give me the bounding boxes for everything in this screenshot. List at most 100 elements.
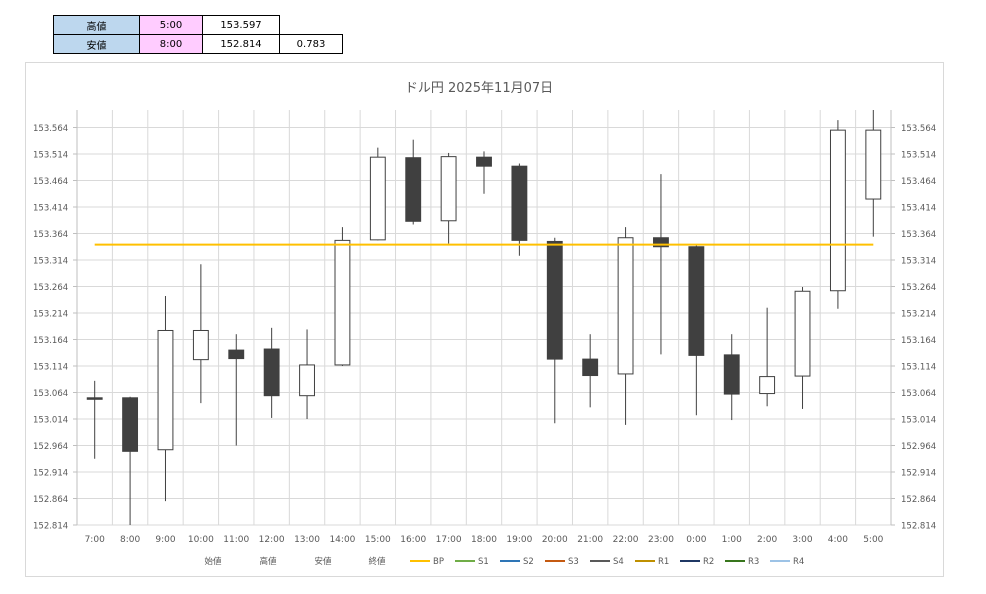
x-tick-label: 21:00 xyxy=(577,535,603,545)
chart-area[interactable] xyxy=(25,62,944,577)
candle-body xyxy=(263,348,280,397)
x-tick-label: 0:00 xyxy=(686,535,706,545)
candle-body xyxy=(157,329,174,451)
grid-lines xyxy=(76,110,892,526)
candle-body xyxy=(865,129,882,200)
x-tick-label: 8:00 xyxy=(120,535,140,545)
high-label: 高値 xyxy=(53,15,140,35)
y-tick-label-right: 153.014 xyxy=(901,415,936,425)
y-tick-label-left: 152.864 xyxy=(33,495,68,505)
x-tick-label: 10:00 xyxy=(188,535,214,545)
y-tick-label-left: 152.964 xyxy=(33,442,68,452)
y-tick-label-left: 153.414 xyxy=(33,203,68,213)
x-tick-label: 22:00 xyxy=(613,535,639,545)
y-tick-label-right: 153.464 xyxy=(901,177,936,187)
y-tick-label-left: 153.214 xyxy=(33,309,68,319)
candle-body xyxy=(228,349,245,360)
x-tick-label: 4:00 xyxy=(828,535,848,545)
y-tick-label-left: 153.314 xyxy=(33,256,68,266)
chart-title: ドル円 2025年11月07日 xyxy=(405,81,553,96)
y-axis-left: 152.814 152.864 152.914 152.964 153.014 153.0… xyxy=(33,110,78,532)
y-tick-label-left: 153.514 xyxy=(33,150,68,160)
x-tick-label: 18:00 xyxy=(471,535,497,545)
x-tick-label: 2:00 xyxy=(757,535,777,545)
legend-label: 安値 xyxy=(314,556,332,567)
legend-label: R4 xyxy=(793,557,804,567)
y-tick-label-right: 153.164 xyxy=(901,336,936,346)
y-tick-label-right: 153.214 xyxy=(901,309,936,319)
legend-label: R1 xyxy=(658,557,669,567)
y-tick-label-right: 153.414 xyxy=(901,203,936,213)
y-tick-label-right: 152.814 xyxy=(901,522,936,532)
y-tick-label-right: 153.564 xyxy=(901,124,936,134)
y-tick-label-left: 153.014 xyxy=(33,415,68,425)
low-label: 安値 xyxy=(53,34,140,54)
y-tick-label-right: 153.364 xyxy=(901,230,936,240)
y-tick-label-left: 153.114 xyxy=(33,362,68,372)
candle-body xyxy=(405,157,422,222)
x-tick-label: 11:00 xyxy=(223,535,249,545)
x-tick-label: 23:00 xyxy=(648,535,674,545)
x-tick-label: 3:00 xyxy=(792,535,812,545)
legend-label: 高値 xyxy=(259,556,277,567)
legend-label: R2 xyxy=(703,557,714,567)
x-tick-label: 15:00 xyxy=(365,535,391,545)
low-value: 152.814 xyxy=(202,34,280,54)
candle-body xyxy=(688,246,705,356)
legend-label: S3 xyxy=(568,557,579,567)
high-time: 5:00 xyxy=(139,15,203,35)
candle-body xyxy=(476,156,492,167)
y-tick-label-right: 153.514 xyxy=(901,150,936,160)
y-tick-label-left: 153.164 xyxy=(33,336,68,346)
candle-body xyxy=(582,358,599,377)
candle-body xyxy=(723,354,740,395)
candle-body xyxy=(829,129,846,292)
x-tick-label: 5:00 xyxy=(863,535,883,545)
legend-label: S1 xyxy=(478,557,489,567)
low-row: 安値 8:00 152.814 0.783 xyxy=(53,34,343,54)
candles xyxy=(86,110,882,525)
y-tick-label-left: 153.564 xyxy=(33,124,68,134)
y-tick-label-left: 153.464 xyxy=(33,177,68,187)
y-tick-label-right: 153.114 xyxy=(901,362,936,372)
x-axis: 7:00 8:00 9:00 10:00 11:00 12:00 13:00 14:00 15:… xyxy=(85,535,884,545)
low-time: 8:00 xyxy=(139,34,203,54)
candle-body xyxy=(299,364,315,397)
x-tick-label: 13:00 xyxy=(294,535,320,545)
legend-label: S4 xyxy=(613,557,624,567)
x-tick-label: 9:00 xyxy=(155,535,175,545)
y-tick-label-right: 152.964 xyxy=(901,442,936,452)
x-tick-label: 7:00 xyxy=(85,535,105,545)
x-tick-label: 14:00 xyxy=(329,535,355,545)
candle-body xyxy=(86,397,103,400)
legend-label: BP xyxy=(433,557,444,567)
candle-body xyxy=(653,237,669,248)
candle-body xyxy=(617,237,634,375)
y-axis-right: 152.814 152.864 152.914 152.964 153.014 153.0… xyxy=(890,110,936,532)
x-tick-label: 19:00 xyxy=(506,535,532,545)
y-tick-label-left: 152.814 xyxy=(33,522,68,532)
candle-body xyxy=(192,329,209,361)
y-tick-label-right: 153.314 xyxy=(901,256,936,266)
legend-label: R3 xyxy=(748,557,759,567)
y-tick-label-right: 153.264 xyxy=(901,283,936,293)
candle-body xyxy=(122,397,139,452)
y-tick-label-left: 153.264 xyxy=(33,283,68,293)
candle-body xyxy=(759,376,776,395)
y-tick-label-left: 153.064 xyxy=(33,389,68,399)
candle-body xyxy=(334,239,351,366)
legend: 始値 高値 安値 終値 BP S1 S2 S3 S4 R1 R2 R3 R4 xyxy=(204,556,804,567)
x-tick-label: 1:00 xyxy=(722,535,742,545)
candle-body xyxy=(369,156,386,241)
y-tick-label-right: 152.914 xyxy=(901,468,936,478)
range-value: 0.783 xyxy=(279,34,343,54)
x-tick-label: 12:00 xyxy=(259,535,285,545)
legend-label: 始値 xyxy=(204,556,222,567)
legend-label: S2 xyxy=(523,557,534,567)
x-tick-label: 17:00 xyxy=(436,535,462,545)
y-tick-label-right: 152.864 xyxy=(901,495,936,505)
legend-label: 終値 xyxy=(368,556,386,567)
y-tick-label-left: 153.364 xyxy=(33,230,68,240)
x-tick-label: 16:00 xyxy=(400,535,426,545)
